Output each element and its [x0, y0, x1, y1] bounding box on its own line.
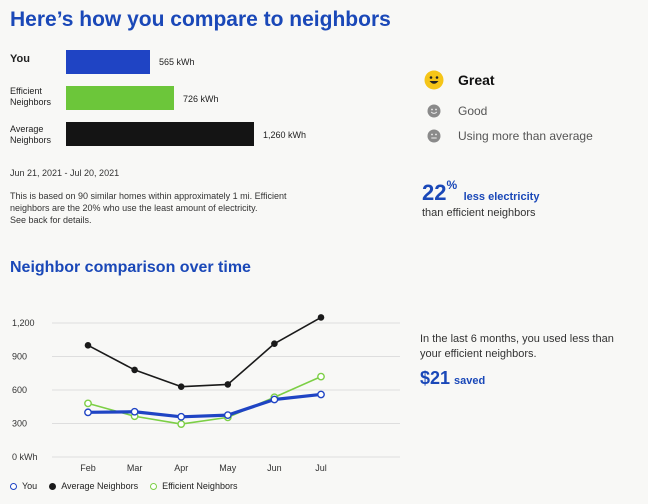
x-tick-label: Apr: [174, 463, 188, 473]
legend-marker-you: [10, 482, 17, 490]
chart-legend: You Average Neighbors Efficient Neighbor…: [10, 481, 249, 491]
note-line-1: This is based on 90 similar homes within…: [10, 191, 287, 201]
bar-value-you: 565 kWh: [159, 57, 195, 67]
y-tick-label: 600: [12, 385, 27, 395]
series-line: [87, 392, 322, 419]
data-point: [177, 420, 186, 428]
legend-marker-efficient: [150, 482, 158, 490]
bar-value-efficient: 726 kWh: [183, 94, 219, 104]
row-label-average: Average Neighbors: [10, 124, 51, 146]
date-range: Jun 21, 2021 - Jul 20, 2021: [10, 168, 120, 178]
row-label-average-line2: Neighbors: [10, 135, 52, 145]
legend-label-you: You: [22, 481, 38, 491]
savings-amount: $21 saved: [420, 368, 485, 389]
savings-text: In the last 6 months, you used less than…: [420, 332, 640, 362]
row-label-efficient-line2: Neighbors: [10, 97, 52, 107]
data-point: [317, 390, 325, 399]
percent-value: 22: [422, 180, 447, 205]
neutral-face-icon: [427, 129, 441, 143]
row-label-efficient-line1: Efficient: [10, 86, 42, 96]
y-tick-label: 1,200: [12, 318, 35, 328]
data-point: [131, 366, 138, 374]
row-label-you: You: [10, 54, 30, 65]
rating-above-average-label: Using more than average: [458, 129, 593, 143]
x-tick-label: Feb: [80, 463, 96, 473]
savings-line-2: your efficient neighbors.: [420, 348, 537, 360]
data-point: [177, 383, 185, 390]
page-title: Here’s how you compare to neighbors: [10, 8, 391, 31]
section-title-over-time: Neighbor comparison over time: [10, 259, 251, 276]
legend-label-average: Average Neighbors: [61, 481, 139, 491]
x-tick-label: Jul: [315, 463, 327, 473]
y-tick-label: 900: [12, 352, 27, 362]
x-tick-label: May: [219, 463, 237, 473]
data-point: [177, 412, 186, 421]
rating-above-average: Using more than average: [424, 129, 593, 143]
bar-value-average: 1,260 kWh: [263, 130, 307, 140]
percent-subtext: than efficient neighbors: [422, 207, 536, 219]
summary-stat: 22% less electricity than efficient neig…: [422, 178, 540, 219]
y-tick-label: 300: [12, 419, 27, 429]
data-point: [84, 408, 92, 417]
x-tick-label: Mar: [127, 463, 143, 473]
data-point: [317, 372, 325, 381]
series-line: [87, 316, 322, 388]
percent-sign: %: [446, 178, 458, 192]
legend-marker-average: [49, 482, 57, 490]
bar-average: [66, 122, 254, 146]
data-point: [270, 395, 279, 404]
bar-efficient: [66, 86, 174, 110]
savings-amount-word: saved: [454, 375, 486, 387]
data-point: [223, 411, 232, 420]
data-point: [130, 407, 139, 416]
rating-great-label: Great: [458, 72, 495, 88]
note-line-2: neighbors are the 20% who use the least …: [10, 203, 258, 213]
rating-great: Great: [424, 70, 495, 90]
bar-you: [66, 50, 150, 74]
rating-good-label: Good: [458, 104, 488, 118]
savings-amount-value: $21: [420, 368, 451, 388]
smile-face-icon: [427, 104, 441, 118]
happy-face-icon: [424, 70, 444, 90]
neighbor-comparison-chart: 0 kWh 300 600 900 1,200 Feb Mar Apr May Jun Jul: [12, 314, 400, 473]
legend-item-you: You: [10, 481, 37, 491]
data-point: [84, 342, 92, 349]
row-label-average-line1: Average: [10, 124, 44, 134]
series-line: [87, 375, 322, 425]
row-label-you-text: You: [10, 53, 30, 65]
data-point: [317, 314, 325, 321]
percent-text: less electricity: [463, 191, 540, 203]
data-point: [84, 399, 92, 408]
legend-item-average: Average Neighbors: [49, 481, 138, 491]
legend-item-efficient: Efficient Neighbors: [150, 481, 237, 491]
rating-good: Good: [424, 104, 487, 118]
row-label-efficient: Efficient Neighbors: [10, 86, 51, 108]
x-tick-label: Jun: [267, 463, 282, 473]
y-tick-label: 0 kWh: [12, 452, 38, 462]
savings-line-1: In the last 6 months, you used less than: [420, 333, 614, 345]
data-point: [271, 340, 278, 347]
data-point: [224, 381, 232, 388]
legend-label-efficient: Efficient Neighbors: [162, 481, 238, 491]
note-line-3: See back for details.: [10, 215, 92, 225]
comparison-note: This is based on 90 similar homes within…: [10, 190, 330, 226]
